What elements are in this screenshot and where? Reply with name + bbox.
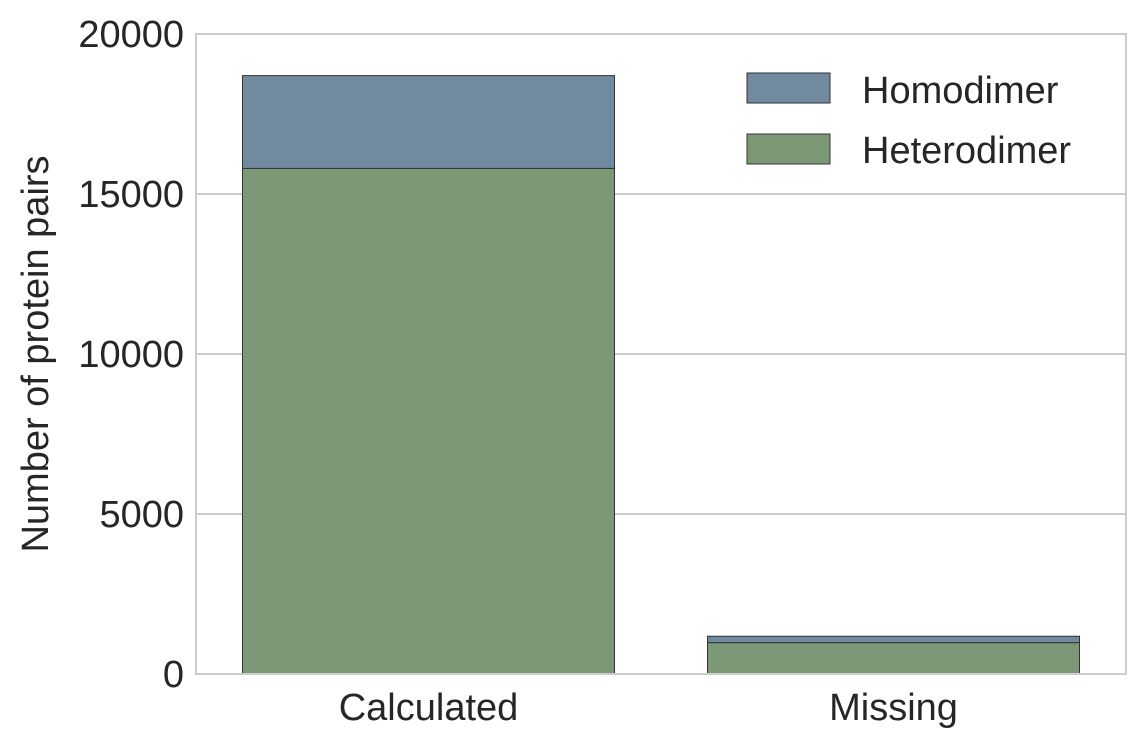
bar-missing-homodimer [707,635,1080,644]
y-tick-label-10000: 10000 [78,334,184,376]
y-tick-label-0: 0 [163,654,184,696]
bar-calculated-heterodimer [242,167,615,675]
bar-missing-heterodimer [707,642,1080,675]
plot-frame [195,33,1127,675]
bars [242,75,1080,675]
y-axis-label: Number of protein pairs [15,155,57,552]
y-tick-label-5000: 5000 [99,494,184,536]
y-tick-labels: 0 5000 10000 15000 20000 [78,14,184,696]
x-tick-labels: Calculated Missing [339,687,958,729]
x-tick-label-calculated: Calculated [339,687,519,729]
y-tick-label-15000: 15000 [78,174,184,216]
legend-label-homodimer: Homodimer [862,70,1059,112]
legend: Homodimer Heterodimer [746,70,1071,172]
x-tick-label-missing: Missing [829,687,958,729]
legend-swatch-heterodimer [746,133,831,165]
legend-label-heterodimer: Heterodimer [862,130,1071,172]
bar-calculated-homodimer [242,75,615,169]
y-tick-label-20000: 20000 [78,14,184,56]
legend-swatch-homodimer [746,72,831,104]
